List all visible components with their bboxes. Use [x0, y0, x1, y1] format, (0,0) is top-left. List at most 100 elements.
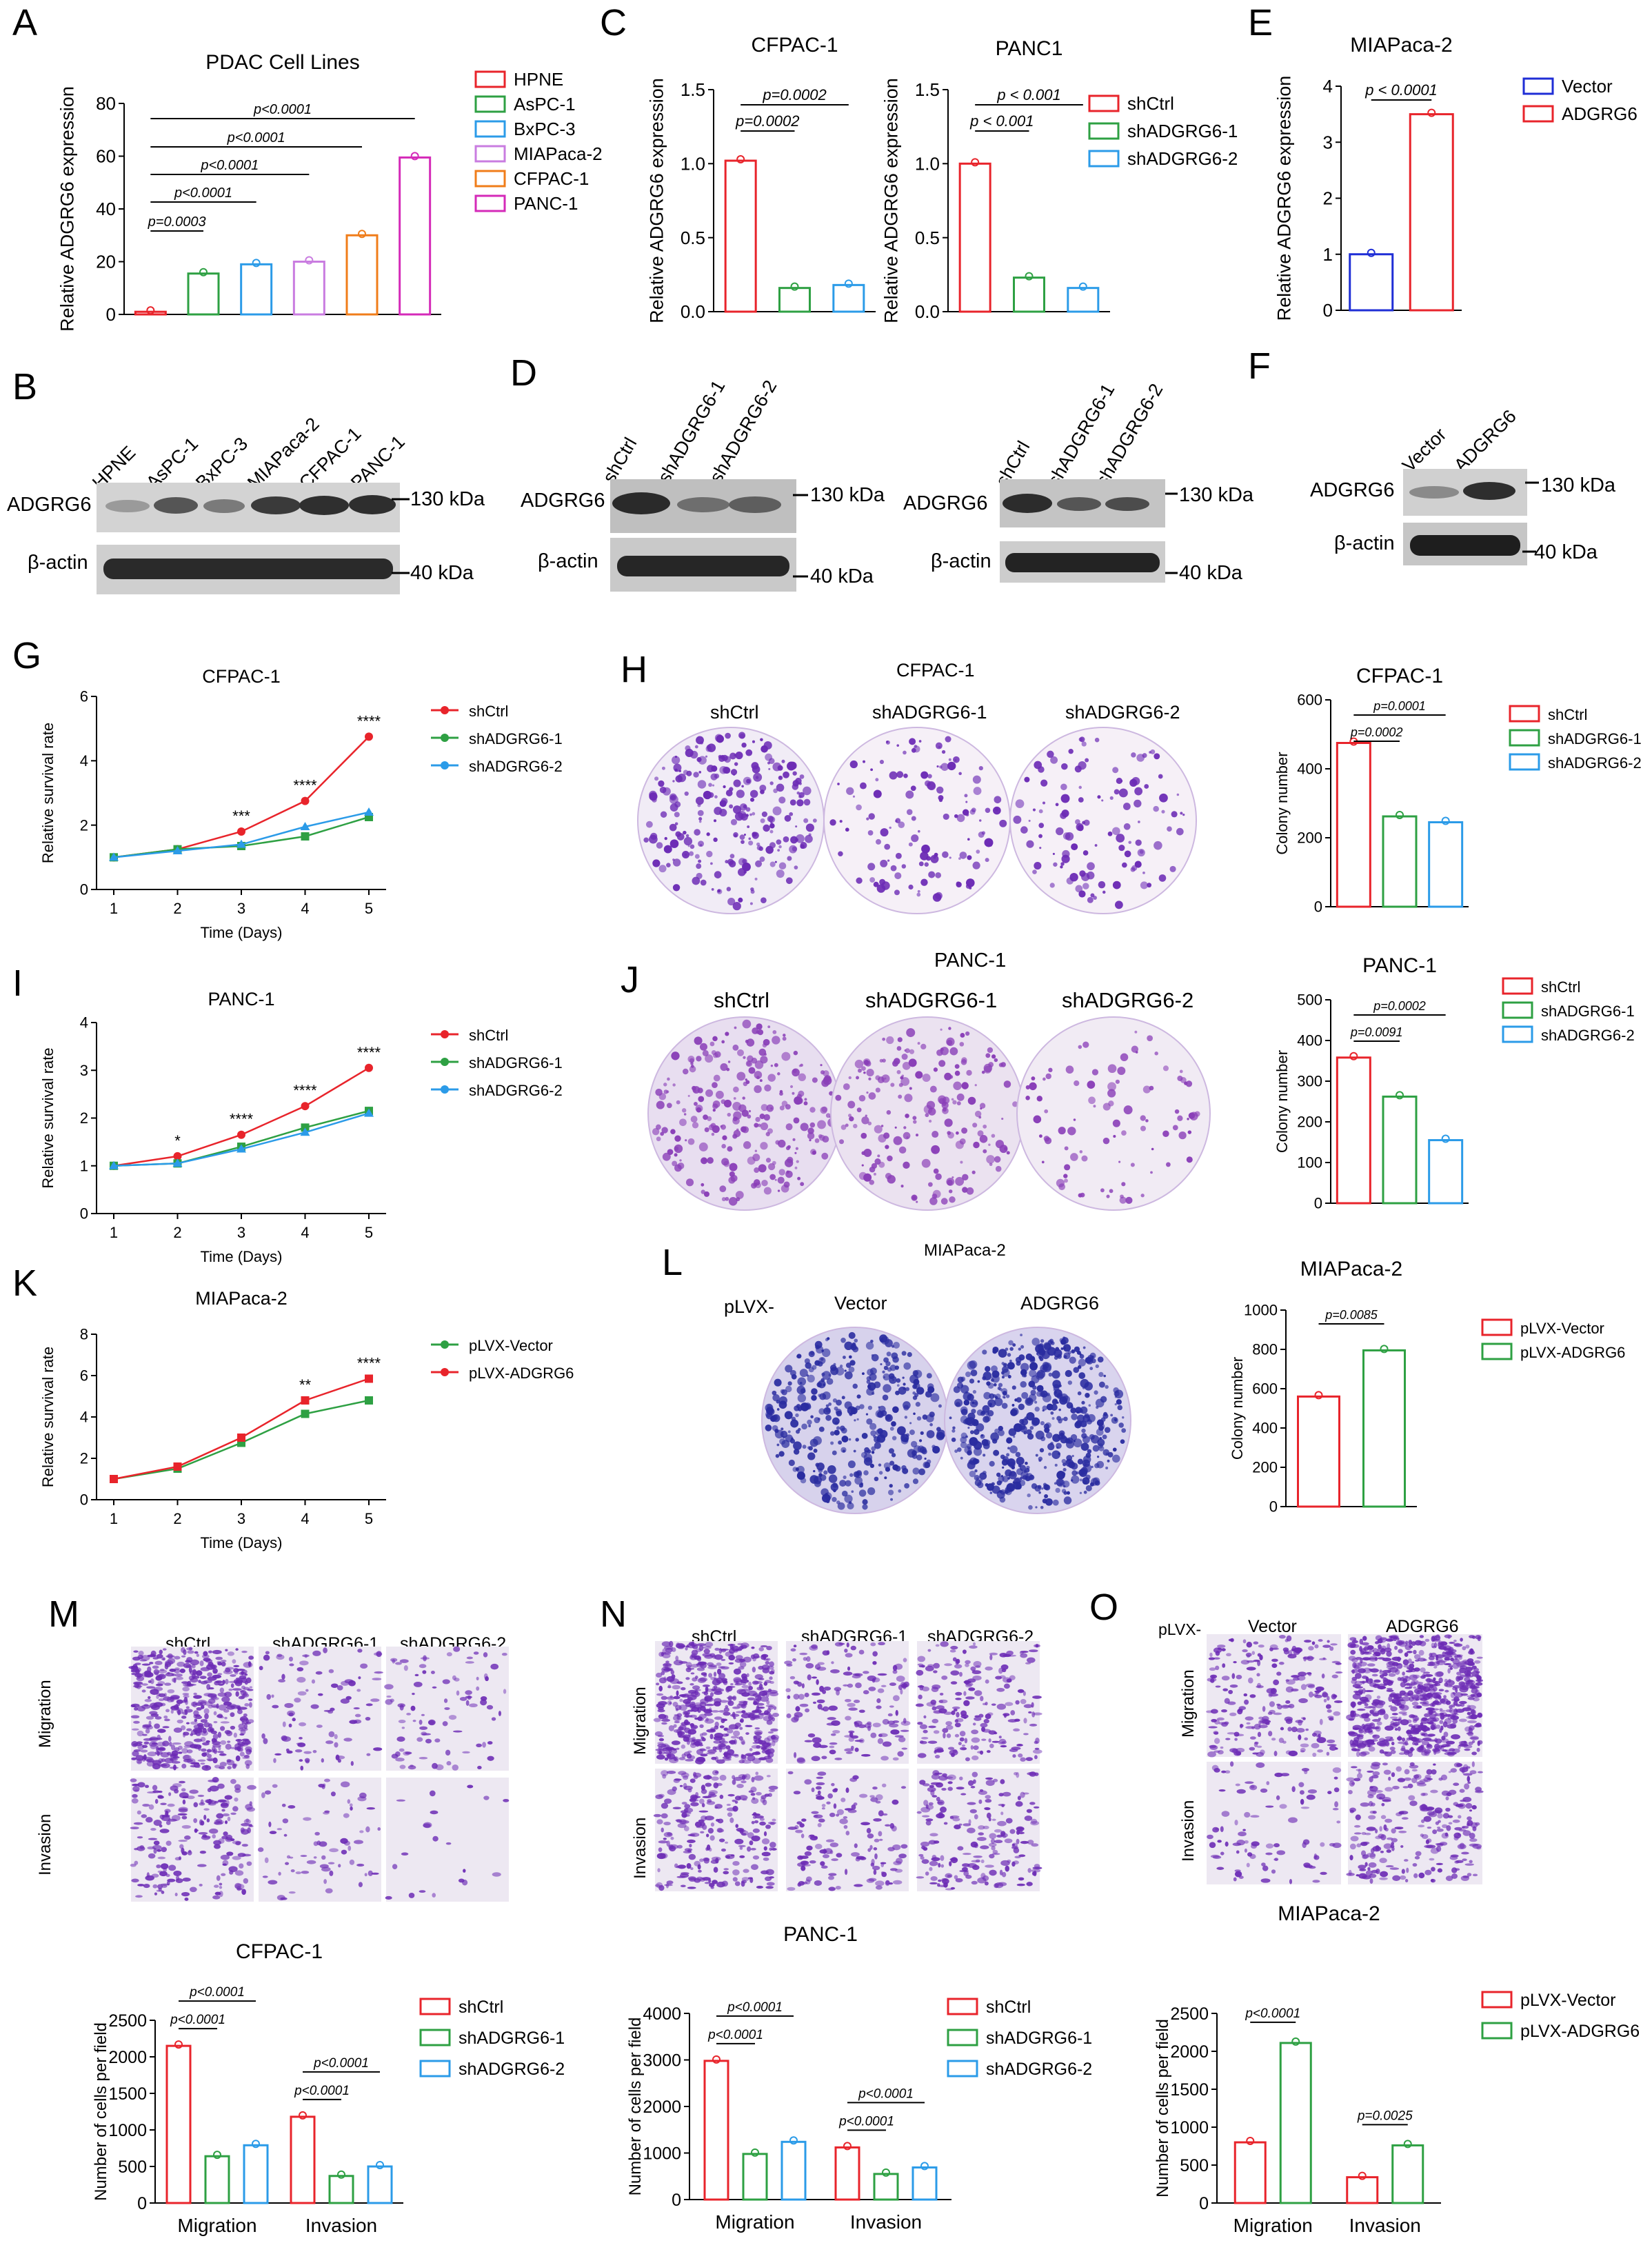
panel-label-c: C — [600, 2, 627, 43]
bar-shADGRG6-1 — [742, 2153, 768, 2201]
y-tick-label: 1.0 — [915, 153, 940, 174]
significance-label: p<0.0001 — [707, 2028, 763, 2042]
blot-d2-marker-40: 40 kDa — [1179, 562, 1242, 584]
blot-d2-row-adgrg6: ADGRG6 — [903, 492, 988, 514]
blot-f-row-actin: β-actin — [1334, 532, 1395, 554]
significance-stars: **** — [357, 712, 381, 730]
y-tick-label: 1 — [1323, 244, 1333, 265]
y-tick-label: 3000 — [643, 2051, 681, 2070]
y-axis-label: Colony number — [1273, 1050, 1291, 1153]
data-point — [971, 158, 980, 167]
x-tick-label: 5 — [365, 1224, 373, 1241]
y-tick-label: 300 — [1297, 1073, 1322, 1090]
y-tick-label: 3 — [1323, 132, 1333, 152]
transwell-m-field-0 — [128, 1647, 254, 1771]
transwell-o-field-2 — [1207, 1761, 1342, 1884]
significance-stars: ** — [299, 1376, 312, 1394]
panel-label-f: F — [1248, 345, 1271, 387]
significance-label: p<0.0001 — [1245, 2006, 1300, 2021]
blot-f-marker-40: 40 kDa — [1534, 541, 1598, 563]
data-point — [376, 2161, 384, 2169]
bar-ADGRG6 — [1409, 113, 1454, 312]
bar-shADGRG6-2 — [832, 283, 865, 313]
transwell-o-field-0 — [1206, 1634, 1343, 1758]
chart-title: CFPAC-1 — [202, 666, 281, 687]
bar-shCtrl — [724, 159, 757, 313]
legend-swatch — [1502, 977, 1533, 995]
y-tick-label: 0.0 — [681, 301, 705, 322]
chart-title: PANC1 — [996, 37, 1063, 60]
blot-d1-marker-40: 40 kDa — [810, 565, 874, 587]
legend-swatch — [419, 1998, 451, 2015]
legend-label: shADGRG6-1 — [469, 1054, 563, 1072]
y-tick-label: 0.0 — [915, 301, 940, 322]
chart-title: CFPAC-1 — [1356, 665, 1443, 687]
bar-pLVX-ADGRG6 — [1279, 2042, 1312, 2204]
bar-shADGRG6-1 — [873, 2173, 899, 2201]
significance-label: p<0.0001 — [170, 2013, 225, 2027]
legend-label: Vector — [1562, 76, 1613, 97]
data-point — [1396, 811, 1404, 819]
data-point — [1291, 2037, 1300, 2046]
y-tick-label: 200 — [1252, 1459, 1278, 1476]
bar-MIAPaca-2 — [292, 261, 325, 316]
colony-l-title: MIAPaca-2 — [924, 1241, 1006, 1260]
legend-swatch — [419, 2060, 451, 2078]
y-tick-label: 600 — [1252, 1380, 1278, 1398]
y-tick-label: 2 — [80, 816, 88, 834]
legend-label: pLVX-Vector — [469, 1337, 553, 1354]
bar-shCtrl — [165, 2044, 192, 2204]
y-tick-label: 1000 — [108, 2121, 147, 2140]
colony-j-title: PANC-1 — [934, 949, 1007, 972]
chart-c1: 0.0 0.5 1.0 1.5 Relative ADGRG6 expression CF… — [646, 34, 876, 323]
legend-marker — [441, 1030, 449, 1038]
significance-label: p=0.0003 — [148, 214, 206, 230]
legend-swatch — [1502, 1001, 1533, 1019]
data-point — [236, 839, 246, 848]
x-category-label: Migration — [1233, 2215, 1313, 2236]
legend-label: shADGRG6-2 — [986, 2060, 1092, 2079]
x-category-label: Migration — [715, 2211, 794, 2233]
chart-title: MIAPaca-2 — [1350, 34, 1452, 57]
y-tick-label: 1000 — [643, 2144, 681, 2163]
data-point — [236, 1144, 246, 1153]
data-point — [173, 1462, 182, 1471]
data-point — [109, 852, 119, 861]
data-point — [1314, 1391, 1323, 1400]
colony-j-col-3: shADGRG6-2 — [1062, 988, 1194, 1012]
significance-stars: *** — [232, 807, 250, 825]
legend-swatch — [474, 70, 506, 88]
x-tick-label: 1 — [110, 1224, 118, 1241]
colony-plate-h-shadgrg6-2 — [1009, 727, 1197, 914]
x-category-label: Invasion — [850, 2211, 922, 2233]
blot-b-marker-40: 40 kDa — [410, 562, 474, 584]
data-point — [712, 2055, 721, 2064]
data-point — [1380, 1345, 1389, 1354]
legend-marker — [441, 1340, 449, 1349]
data-point — [365, 732, 373, 741]
legend-label: shCtrl — [459, 1998, 503, 2017]
colony-l-col-1: Vector — [834, 1293, 887, 1314]
transwell-m-field-5 — [385, 1778, 510, 1902]
data-point — [1441, 816, 1450, 825]
panel-label-n: N — [600, 1593, 627, 1635]
transwell-o-field-2-bg — [1207, 1762, 1341, 1884]
legend-swatch — [1088, 122, 1120, 140]
bar-shADGRG6-2 — [243, 2144, 269, 2204]
data-point — [301, 1396, 310, 1405]
chart-j: 0 100 200 300 400 500 Colony number PANC-1 p=0.0… — [1273, 954, 1635, 1212]
transwell-n-field-2 — [915, 1641, 1042, 1764]
blot-d-bands — [610, 479, 1178, 592]
legend-label: shADGRG6-1 — [459, 2029, 565, 2048]
significance-stars: **** — [293, 777, 317, 794]
chart-k: 0 2 4 6 8 Relative survival rate MIAPaca-2 1 2 3 4… — [39, 1288, 574, 1551]
blot-b-row-actin: β-actin — [28, 552, 88, 574]
y-tick-label: 4 — [80, 1409, 88, 1426]
data-point — [213, 2151, 221, 2160]
colony-plate-j-shctrl — [647, 1016, 842, 1211]
bar-pLVX-Vector — [1297, 1395, 1340, 1508]
significance-label: p<0.0001 — [174, 185, 232, 201]
data-point — [843, 2142, 852, 2151]
data-point — [920, 2162, 929, 2171]
